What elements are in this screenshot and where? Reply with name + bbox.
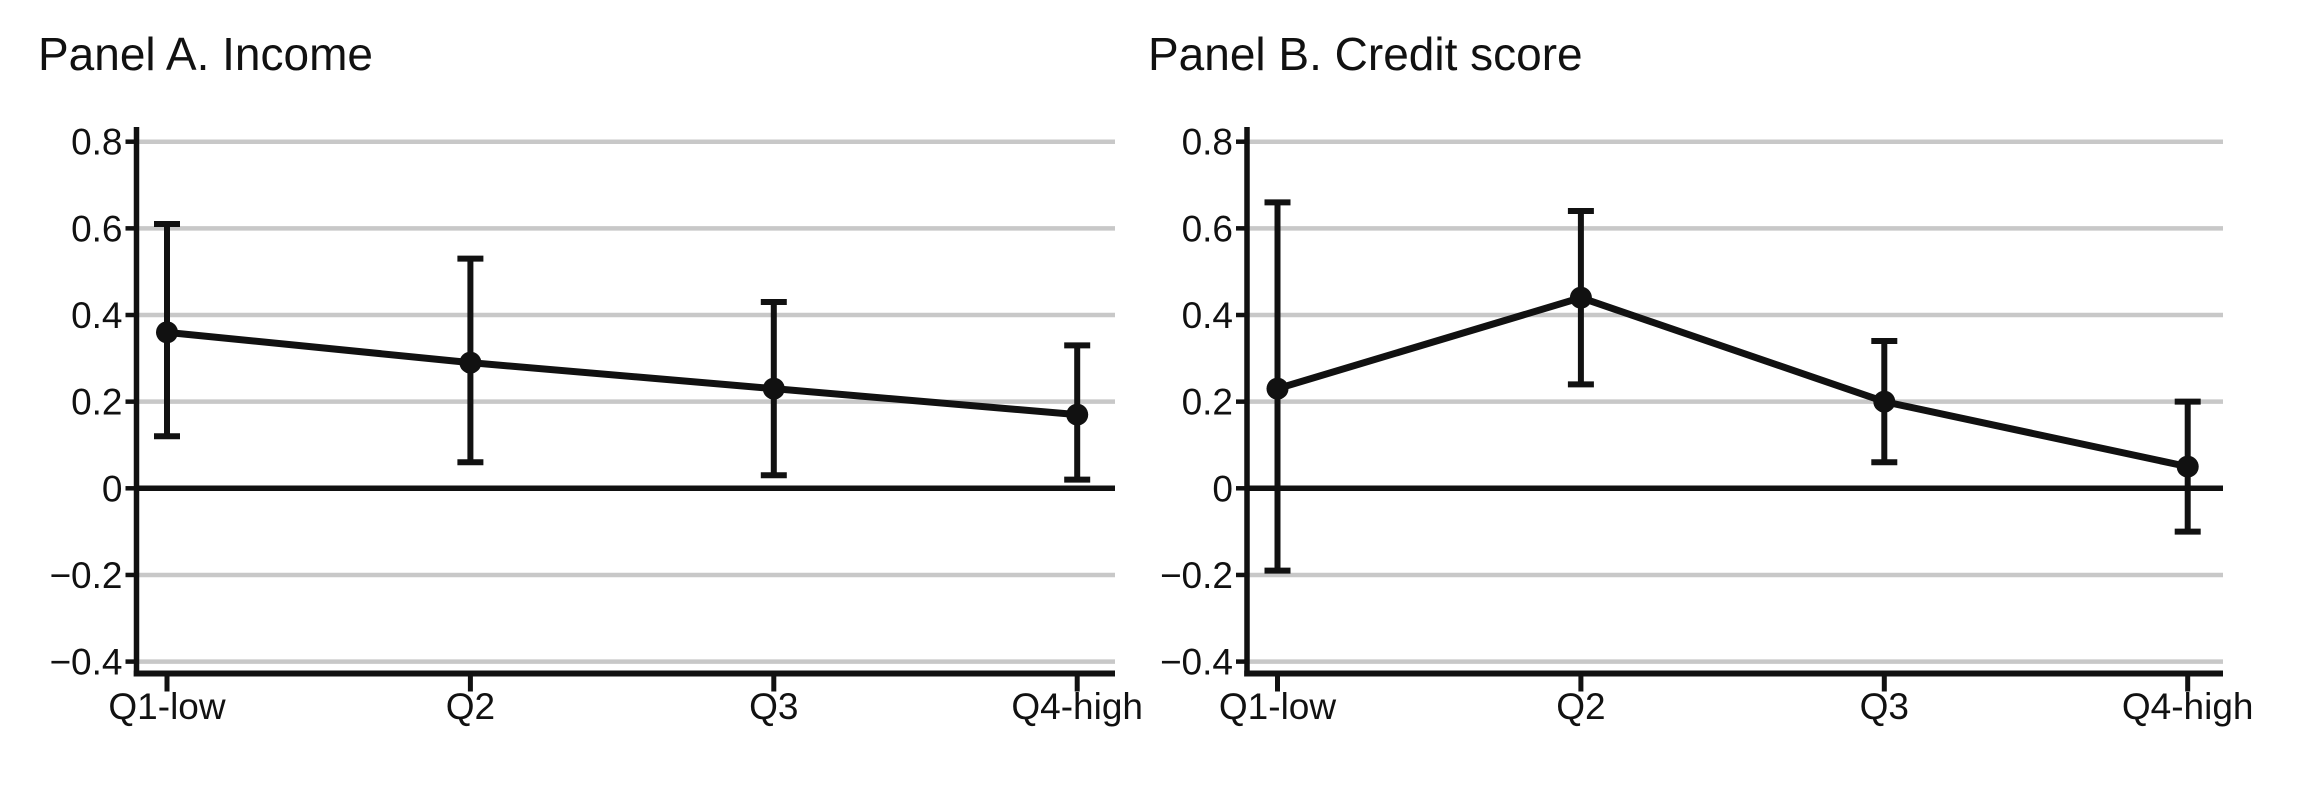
panel-a-title: Panel A. Income: [38, 28, 373, 80]
y-tick-label: −0.2: [49, 555, 122, 596]
panel-b-title: Panel B. Credit score: [1148, 28, 1583, 80]
panel-a-plot: 0.8 0.6 0.4 0.2 0 −0.2 −0.4Q1-low Q2 Q3 Q4-high: [49, 122, 1143, 727]
x-tick-label: Q3: [1860, 686, 1909, 727]
y-tick-label: 0.8: [71, 122, 122, 163]
y-tick-label: 0.4: [71, 295, 122, 336]
x-tick-label: Q2: [1556, 686, 1605, 727]
y-tick-label: −0.4: [1160, 642, 1233, 683]
x-tick-label: Q3: [749, 686, 798, 727]
y-tick-label: 0.8: [1182, 122, 1233, 163]
y-tick-label: −0.4: [49, 642, 122, 683]
y-tick-label: 0.6: [71, 208, 122, 249]
x-tick-label: Q1-low: [1219, 686, 1336, 727]
data-line: [1276, 293, 2189, 471]
data-point: [1066, 403, 1089, 426]
x-tick-label: Q4-high: [2122, 686, 2254, 727]
y-tick-label: 0: [1212, 468, 1233, 509]
y-tick-label: 0.2: [1182, 382, 1233, 423]
data-point: [1873, 390, 1896, 413]
y-tick-label: 0.2: [71, 382, 122, 423]
y-tick-label: 0.4: [1182, 295, 1233, 336]
data-point: [1266, 377, 1289, 400]
x-tick-label: Q4-high: [1011, 686, 1143, 727]
data-line: [166, 328, 1078, 419]
x-tick-label: Q2: [446, 686, 495, 727]
data-point: [156, 321, 178, 344]
data-point: [1569, 286, 1592, 309]
x-tick-label: Q1-low: [108, 686, 225, 727]
panel-b-plot: 0.8 0.6 0.4 0.2 0 −0.2 −0.4Q1-low Q2 Q3 Q4-high: [1160, 122, 2254, 727]
y-tick-label: 0: [102, 468, 123, 509]
data-point: [459, 351, 482, 374]
y-tick-label: −0.2: [1160, 555, 1233, 596]
y-tick-label: 0.6: [1182, 208, 1233, 249]
data-point: [762, 377, 785, 400]
data-point: [2176, 455, 2199, 478]
